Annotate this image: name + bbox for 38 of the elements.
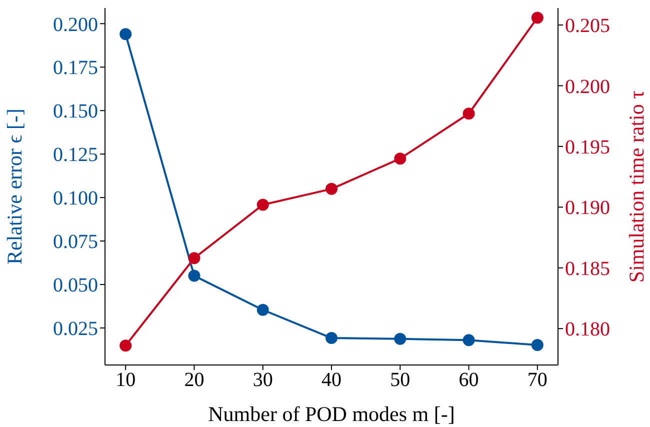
y2-axis-title: Simulation time ratio τ [624, 90, 648, 283]
point [531, 339, 544, 351]
point [188, 252, 200, 264]
point [256, 198, 269, 211]
x-tick-label: 10 [116, 369, 136, 392]
y-tick-label: 0.025 [53, 318, 98, 340]
point [188, 270, 200, 282]
y2-tick-label: 0.190 [565, 197, 610, 220]
point [326, 332, 338, 344]
y-tick-label: 0.200 [53, 14, 98, 36]
x-tick-label: 20 [184, 369, 204, 392]
x-axis-title: Number of POD modes m [-] [208, 402, 455, 426]
y2-tick-label: 0.185 [565, 258, 610, 280]
point [256, 304, 269, 316]
y2-tick-label: 0.205 [565, 15, 610, 38]
point [326, 182, 338, 195]
y-tick-label: 0.050 [53, 274, 98, 297]
y-tick-label: 0.100 [53, 188, 98, 210]
x-tick-label: 40 [322, 369, 342, 392]
y-tick-label: 0.150 [53, 100, 98, 123]
point [394, 152, 406, 165]
x-tick-label: 30 [252, 369, 273, 392]
x-tick-label: 60 [458, 369, 479, 392]
point [531, 12, 544, 24]
y2-tick-label: 0.200 [565, 76, 610, 98]
y-tick-label: 0.175 [53, 57, 98, 80]
point [120, 340, 132, 352]
y2-tick-label: 0.195 [565, 136, 610, 159]
y-tick-label: 0.075 [53, 231, 98, 254]
point [462, 108, 475, 120]
y-axis-title: Relative error ϵ [-] [2, 108, 26, 265]
y2-tick-label: 0.180 [565, 318, 610, 341]
x-tick-label: 70 [527, 369, 548, 392]
point [120, 28, 132, 40]
y-tick-label: 0.125 [53, 144, 98, 166]
x-tick-label: 50 [390, 369, 410, 392]
point [394, 332, 406, 345]
point [462, 334, 475, 346]
